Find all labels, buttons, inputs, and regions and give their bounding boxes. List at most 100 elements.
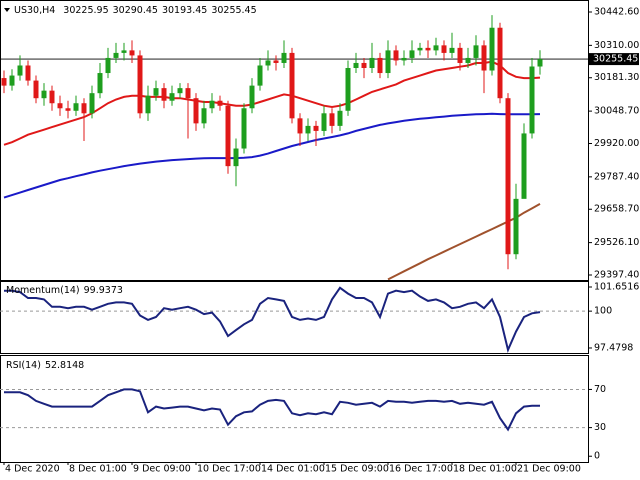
low-value: 30193.45 [162,5,207,16]
panel-frame [0,281,589,354]
candle-body [289,52,295,119]
candle-body [449,47,455,53]
candle-body [145,95,151,114]
price-label: 30255.45 [593,54,638,65]
symbol: US30,H4 [14,5,55,16]
candle-body [49,90,55,104]
candle-body [201,108,207,124]
candle-body [441,45,447,53]
y-tick-label: 0 [594,451,600,462]
x-tick-label: 10 Dec 17:00 [197,464,261,475]
candle-body [137,55,143,114]
y-tick-label: 29526.10 [594,237,639,248]
candle-body [401,57,407,61]
indicator-value: 52.8148 [45,360,84,371]
candle-body [521,133,527,199]
candle-body [121,50,127,53]
candle-body [345,68,351,111]
candle-body [81,103,87,114]
candle-body [377,57,383,74]
candle-body [353,62,359,69]
candle-body [481,45,487,71]
candle-body [105,57,111,74]
candle-body [329,113,335,126]
indicator-value: 99.9373 [84,285,123,296]
candle-body [529,66,535,134]
x-tick-label: 21 Dec 09:00 [517,464,581,475]
candle-body [177,88,183,94]
rsi-header: RSI(14) 52.8148 [6,360,84,371]
candle-body [57,103,63,109]
x-tick-label: 15 Dec 09:00 [325,464,389,475]
price-panel [0,15,588,280]
candle-body [225,105,231,167]
y-tick-label: 100 [594,306,612,317]
x-tick-label: 8 Dec 01:00 [69,464,127,475]
candle-body [505,98,511,255]
y-tick-label: 30048.70 [594,106,639,117]
y-tick-label: 70 [594,384,606,395]
momentum-header: Momentum(14) 99.9373 [6,285,123,296]
candle-body [153,88,159,96]
candle-body [313,125,319,131]
candle-body [489,27,495,71]
candle-body [337,110,343,126]
candle-body [465,57,471,63]
candle-body [65,108,71,111]
y-tick-label: 30310.00 [594,40,639,51]
indicator-line [4,286,541,353]
candle-body [513,198,519,255]
candle-body [321,113,327,131]
candle-body [97,73,103,94]
y-tick-label: 30442.60 [594,6,639,17]
candle-body [281,52,287,63]
candle-body [25,65,31,81]
candle-body [9,75,15,86]
x-tick-label: 16 Dec 17:00 [389,464,453,475]
candle-body [425,47,431,51]
candle-body [209,100,215,109]
y-tick-label: 30181.30 [594,72,639,83]
y-tick-label: 29920.00 [594,138,639,149]
candle-body [233,148,239,167]
candle-body [369,57,375,69]
candle-body [297,118,303,134]
candle-body [129,50,135,56]
candle-body [433,45,439,51]
menu-arrow [4,8,10,12]
chart-header: US30,H4 30225.95 30290.45 30193.45 30255.45 [14,5,257,16]
y-tick-label: 30 [594,422,606,433]
candle-body [217,100,223,106]
candle-body [73,103,79,111]
candle-body [41,90,47,99]
panel-frame [0,355,589,463]
x-tick-label: 14 Dec 01:00 [261,464,325,475]
candle-body [457,47,463,63]
indicator-title: Momentum(14) [6,285,80,296]
y-tick-label: 29658.70 [594,204,639,215]
high-value: 30290.45 [113,5,158,16]
candle-body [161,88,167,101]
candle-body [89,93,95,114]
open-value: 30225.95 [63,5,108,16]
candle-body [241,108,247,149]
y-tick-label: 29397.40 [594,269,639,280]
axes: 30442.60 30310.00 30181.30 30048.70 29920.00… [3,6,639,475]
indicator-line [4,388,541,432]
candle-body [305,125,311,134]
candle-body [265,60,271,66]
candle-body [361,62,367,69]
momentum-panel [0,286,588,353]
x-tick-label: 18 Dec 01:00 [453,464,517,475]
close-value: 30255.45 [211,5,256,16]
x-tick-label: 9 Dec 09:00 [133,464,191,475]
y-tick-label: 101.6516 [594,281,639,292]
candle-body [1,78,7,86]
candle-body [273,60,279,63]
candle-body [417,47,423,51]
candle-body [249,85,255,109]
indicator-title: RSI(14) [6,360,41,371]
candle-body [537,59,543,67]
price-label-box [589,53,639,66]
